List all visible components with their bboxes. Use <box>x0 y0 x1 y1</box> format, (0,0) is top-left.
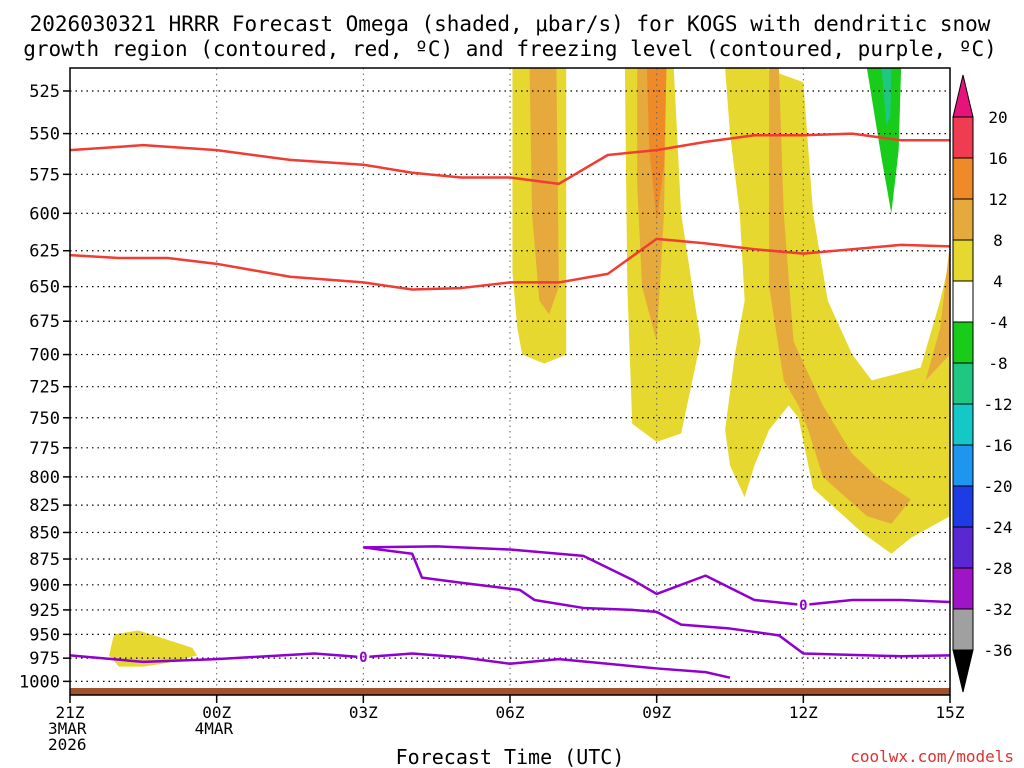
y-tick-label: 825 <box>29 496 60 516</box>
x-tick-label: 12Z <box>789 703 818 722</box>
dgz-contour-1 <box>69 237 951 291</box>
omega-region-13 <box>881 68 892 126</box>
colorbar-bin <box>952 198 974 241</box>
colorbar-bin <box>952 608 974 651</box>
colorbar-label: 20 <box>988 108 1007 127</box>
y-tick-label: 950 <box>29 625 60 645</box>
y-tick-label: 875 <box>29 550 60 570</box>
x-tick-label: 3MAR <box>48 719 87 738</box>
freezing-contour-0 <box>69 652 731 679</box>
colorbar-label: -32 <box>984 600 1013 619</box>
colorbar-bin <box>952 321 974 364</box>
colorbar-label: -28 <box>984 559 1013 578</box>
omega-region-9 <box>556 499 572 554</box>
x-tick-label: 00Z <box>202 703 231 722</box>
colorbar-label: 16 <box>988 149 1007 168</box>
colorbar: 20 16 12 8 4 -4 -8 -12 -16 -20 -24 -28 -32 -36 <box>952 74 1013 693</box>
plot-frame <box>69 67 951 696</box>
freezing-contour-label: 0 <box>359 650 367 666</box>
credit-text: coolwx.com/models <box>850 747 1014 766</box>
colorbar-label: -16 <box>984 436 1013 455</box>
y-tick-label: 550 <box>29 125 60 145</box>
chart-title-line2: growth region (contoured, red, ºC) and f… <box>23 37 997 61</box>
omega-region-12 <box>866 68 902 214</box>
colorbar-bin <box>952 116 974 159</box>
terrain-ground <box>70 688 950 695</box>
x-axis-title: Forecast Time (UTC) <box>396 745 625 768</box>
y-tick-label: 975 <box>29 649 60 669</box>
dgz-contour-0 <box>69 132 950 186</box>
y-tick-label: 775 <box>29 439 60 459</box>
colorbar-over-arrow <box>952 74 974 118</box>
omega-region-3 <box>109 630 198 667</box>
y-tick-label: 700 <box>29 346 60 366</box>
omega-region-7 <box>925 243 950 381</box>
colorbar-bin <box>952 485 974 528</box>
colorbar-bin <box>952 567 974 610</box>
colorbar-label: -8 <box>988 354 1007 373</box>
colorbar-label: -20 <box>984 477 1013 496</box>
colorbar-label: -24 <box>984 518 1013 537</box>
colorbar-bin <box>952 526 974 569</box>
freezing-contour-label: 0 <box>799 598 807 614</box>
y-tick-label: 650 <box>29 278 60 298</box>
x-tick-label: 4MAR <box>195 719 234 738</box>
y-tick-label: 900 <box>29 576 60 596</box>
colorbar-label: 8 <box>993 231 1003 250</box>
colorbar-bin <box>952 280 974 323</box>
omega-region-4 <box>529 68 559 315</box>
chart-title-line1: 2026030321 HRRR Forecast Omega (shaded, … <box>30 12 991 36</box>
colorbar-bin <box>952 403 974 446</box>
y-axis-ticks: 525 550 575 600 625 650 675 700 725 750 775 800 825 8… <box>19 82 70 692</box>
colorbar-label: 4 <box>993 272 1003 291</box>
y-tick-label: 625 <box>29 242 60 262</box>
y-tick-label: 800 <box>29 468 60 488</box>
grid-lines <box>70 68 950 695</box>
x-tick-label: 15Z <box>936 703 965 722</box>
y-tick-label: 575 <box>29 165 60 185</box>
y-tick-label: 1000 <box>19 672 60 692</box>
colorbar-bin <box>952 362 974 405</box>
colorbar-bin <box>952 444 974 487</box>
y-tick-label: 850 <box>29 523 60 543</box>
colorbar-label: -12 <box>984 395 1013 414</box>
y-tick-label: 725 <box>29 378 60 398</box>
x-tick-label: 03Z <box>349 703 378 722</box>
omega-shading <box>109 68 950 667</box>
freezing-contour-2 <box>363 546 951 658</box>
x-tick-label: 09Z <box>642 703 671 722</box>
x-tick-label: 2026 <box>48 735 87 754</box>
colorbar-bin <box>952 239 974 282</box>
terrain-layer <box>70 688 950 695</box>
y-tick-label: 525 <box>29 82 60 102</box>
omega-region-6 <box>769 68 911 524</box>
y-tick-label: 925 <box>29 601 60 621</box>
y-tick-label: 750 <box>29 409 60 429</box>
x-tick-label: 06Z <box>496 703 525 722</box>
freezing-contour-1 <box>363 545 951 607</box>
y-tick-label: 600 <box>29 204 60 224</box>
colorbar-label: -4 <box>988 313 1007 332</box>
omega-region-8 <box>646 68 667 221</box>
y-tick-label: 675 <box>29 312 60 332</box>
colorbar-bin <box>952 157 974 200</box>
colorbar-label: -36 <box>984 641 1013 660</box>
contour-lines: 00 <box>69 132 951 679</box>
colorbar-label: 12 <box>988 190 1007 209</box>
colorbar-under-arrow <box>952 649 974 693</box>
x-tick-label: 21Z <box>56 703 85 722</box>
